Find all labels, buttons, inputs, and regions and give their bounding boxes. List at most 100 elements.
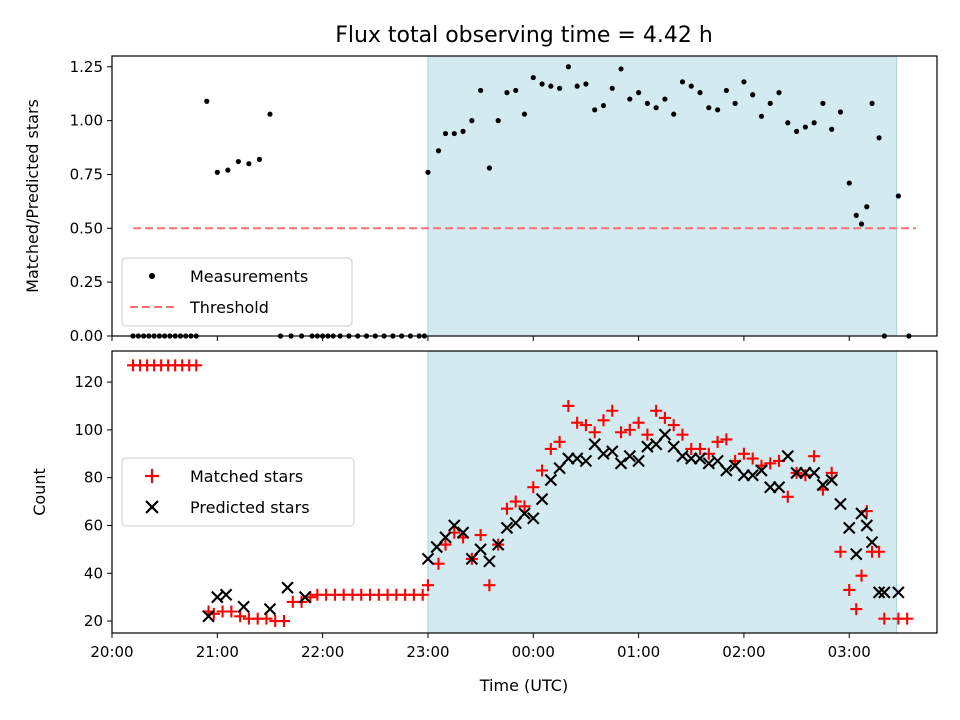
measurements-point — [644, 100, 650, 106]
measurements-point — [425, 169, 431, 175]
predicted-stars-point — [850, 547, 863, 561]
predicted-stars-point — [570, 452, 584, 465]
matched-stars-point — [571, 416, 584, 429]
matched-stars-point — [650, 404, 663, 417]
bottom-ytick-label: 120 — [74, 373, 103, 391]
predicted-stars-point — [825, 473, 838, 487]
measurements-point — [478, 87, 484, 94]
bottom-xtick-label: 01:00 — [617, 643, 660, 661]
predicted-stars-point — [491, 538, 505, 551]
bottom-xtick-label: 22:00 — [301, 643, 344, 661]
predicted-stars-point — [202, 610, 215, 623]
bottom-ylabel: Count — [30, 468, 49, 516]
measurements-point — [495, 118, 501, 124]
matched-stars-point — [746, 452, 759, 465]
predicted-stars-point — [693, 452, 707, 465]
top-axes-frame — [111, 55, 938, 337]
bottom-ticks: 20 40 60 80 100 120 20:00 21:00 22:00 23:00 00:00 0… — [74, 373, 870, 661]
measurements-point — [583, 81, 589, 87]
matched-stars-point — [764, 457, 777, 470]
predicted-stars-point — [509, 516, 522, 530]
measurements-point — [864, 204, 870, 210]
predicted-stars-point — [878, 586, 891, 599]
bottom-span-rect — [427, 351, 897, 633]
measurements-point — [811, 120, 817, 126]
measurements-point — [820, 100, 826, 106]
matched-stars-point — [483, 579, 496, 592]
measurements-point — [732, 100, 738, 106]
matched-stars-point — [799, 469, 812, 482]
matched-stars-point — [190, 359, 203, 372]
matched-stars-point — [597, 414, 610, 427]
measurements-point — [653, 105, 659, 111]
bottom-xtick-label: 21:00 — [196, 643, 239, 661]
matched-stars-point — [509, 495, 522, 508]
predicted-stars-point — [728, 459, 742, 472]
predicted-stars-point — [553, 461, 566, 475]
measurements-point — [592, 107, 598, 113]
legend-measurements-label: Measurements — [190, 267, 308, 286]
bottom-xtick-label: 20:00 — [90, 643, 133, 661]
matched-stars-point — [278, 615, 291, 628]
predicted-stars-point — [211, 590, 224, 604]
bottom-xlabel: Time (UTC) — [479, 676, 568, 695]
measurements-point — [246, 161, 252, 167]
top-panel: 0.00 0.25 0.50 0.75 1.00 1.25 Matched/Predict… — [23, 55, 938, 345]
measurements-point — [635, 90, 642, 96]
matched-stars-point — [553, 435, 566, 448]
measurements-point — [802, 124, 808, 130]
bottom-xtick-label: 02:00 — [722, 643, 765, 661]
predicted-stars-point — [772, 480, 786, 494]
matched-stars-point — [225, 605, 238, 618]
bottom-ytick-label: 40 — [84, 564, 103, 582]
predicted-stars-point — [465, 552, 479, 566]
predicted-stars-point — [500, 521, 514, 535]
predicted-stars-point — [816, 478, 830, 492]
measurements-point — [750, 92, 756, 98]
measurements-point — [895, 193, 901, 199]
bottom-ytick-label: 20 — [84, 612, 103, 630]
top-legend-box — [121, 257, 353, 327]
predicted-stars-point — [518, 507, 531, 520]
matched-stars-point — [588, 426, 601, 439]
top-ytick-label: 0.75 — [70, 165, 103, 183]
top-ytick-label: 1.00 — [70, 112, 103, 130]
predicted-stars-point — [483, 555, 496, 568]
measurements-point — [714, 107, 721, 113]
bottom-ytick-label: 100 — [74, 421, 103, 439]
measurements-point — [435, 148, 442, 154]
predicted-stars-point — [658, 428, 672, 441]
measurements-point — [486, 165, 492, 171]
measurements-point — [858, 221, 865, 227]
measurements-point — [741, 79, 747, 85]
matched-stars-point — [850, 603, 863, 616]
top-span-rect — [427, 56, 897, 336]
bottom-marks — [127, 359, 914, 628]
legend-matched-marker — [145, 469, 159, 483]
predicted-stars-point — [623, 449, 637, 463]
measurements-point — [662, 96, 668, 102]
measurements-point — [548, 83, 554, 89]
predicted-stars-point — [632, 454, 645, 468]
legend-threshold-label: Threshold — [189, 298, 269, 317]
predicted-stars-point — [421, 552, 435, 566]
predicted-stars-point — [842, 521, 856, 535]
bottom-legend-box — [121, 457, 355, 527]
matched-stars-point — [234, 610, 247, 623]
matched-stars-point — [711, 435, 724, 448]
matched-stars-point — [474, 529, 487, 542]
measurements-point — [256, 156, 263, 162]
measurements-point — [600, 102, 607, 109]
matched-stars-point — [676, 428, 689, 441]
matched-stars-point — [781, 490, 794, 503]
matched-stars-point — [855, 569, 868, 582]
matched-stars-point — [416, 588, 429, 601]
measurements-point — [557, 85, 563, 91]
predicted-stars-point — [474, 543, 487, 556]
predicted-stars-point — [535, 492, 549, 506]
bottom-highlight-span — [427, 351, 898, 633]
predicted-stars-point — [649, 437, 663, 451]
predicted-stars-point — [588, 437, 601, 451]
bottom-ytick-label: 60 — [84, 516, 103, 534]
bottom-panel: 20 40 60 80 100 120 20:00 21:00 22:00 23:00 00:00 0… — [30, 350, 938, 695]
